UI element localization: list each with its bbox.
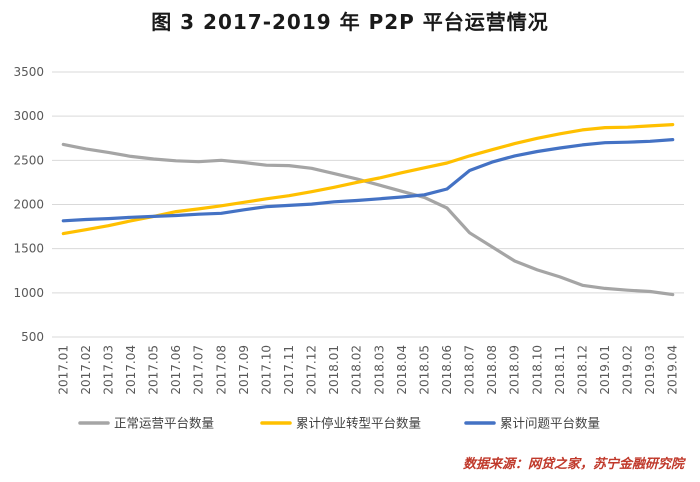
x-tick-label: 2019.03 [643,345,657,395]
gridlines [52,71,684,338]
x-tick-label: 2018.05 [417,345,431,395]
series-lines [61,122,675,297]
x-tick-label: 2017.09 [237,345,251,395]
x-tick-label: 2017.06 [169,345,183,395]
x-tick-label: 2019.02 [621,345,635,395]
x-axis: 2017.01 2017.02 2017.03 2017.04 2017.05 2017.… [56,345,679,395]
y-tick-label: 500 [21,330,44,344]
x-tick-label: 2018.01 [327,345,341,395]
legend-label-3: 累计问题平台数量 [500,416,600,431]
x-tick-label: 2017.01 [56,345,70,395]
x-tick-label: 2018.04 [395,345,409,395]
x-tick-label: 2018.02 [350,345,364,395]
x-tick-label: 2018.12 [575,345,589,395]
x-tick-label: 2018.03 [372,345,386,395]
y-tick-label: 1500 [13,242,44,256]
x-tick-label: 2017.04 [124,345,138,395]
x-tick-label: 2017.02 [79,345,93,395]
legend-label-2: 累计停业转型平台数量 [296,416,421,431]
x-tick-label: 2019.01 [598,345,612,395]
x-tick-label: 2018.08 [485,345,499,395]
chart-title: 图 3 2017-2019 年 P2P 平台运营情况 [151,10,549,34]
y-axis: 500 1000 1500 2000 2500 3000 3500 [13,65,44,344]
x-tick-label: 2017.12 [305,345,319,395]
y-tick-label: 3500 [13,65,44,79]
x-tick-label: 2018.09 [508,345,522,395]
x-tick-label: 2019.04 [666,345,680,395]
x-tick-label: 2018.07 [463,345,477,395]
series-line-1 [61,142,675,297]
legend: 正常运营平台数量 累计停业转型平台数量 累计问题平台数量 [78,416,600,431]
y-tick-label: 2000 [13,198,44,212]
y-tick-label: 3000 [13,109,44,123]
x-tick-label: 2017.11 [282,345,296,395]
y-tick-label: 2500 [13,153,44,167]
x-tick-label: 2018.06 [440,345,454,395]
x-tick-label: 2017.10 [259,345,273,395]
x-tick-label: 2017.08 [214,345,228,395]
x-tick-label: 2017.05 [147,345,161,395]
series-line-2 [61,122,675,236]
x-tick-label: 2017.03 [101,345,115,395]
x-tick-label: 2018.11 [553,345,567,395]
x-tick-label: 2017.07 [192,345,206,395]
source-note: 数据来源：网贷之家，苏宁金融研究院 [462,457,684,472]
legend-label-1: 正常运营平台数量 [114,416,214,431]
series-line-3 [61,138,675,223]
y-tick-label: 1000 [13,286,44,300]
x-tick-label: 2018.10 [530,345,544,395]
